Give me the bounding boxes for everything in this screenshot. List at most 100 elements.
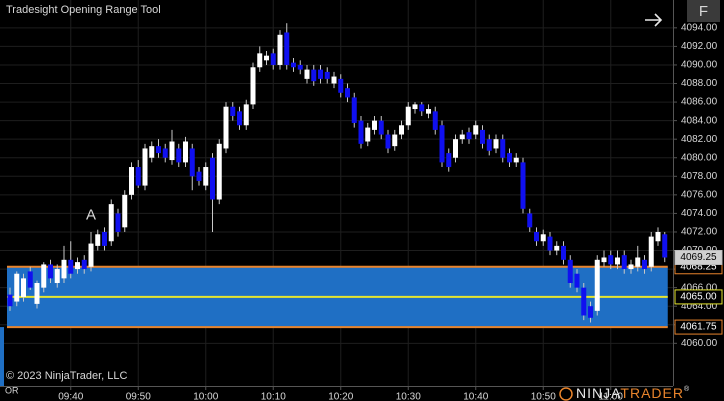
candle-body: [574, 273, 580, 288]
candle-body: [642, 259, 647, 270]
candle-body: [426, 109, 431, 114]
x-tick-label: 10:10: [261, 392, 286, 401]
candle-body: [345, 88, 350, 98]
y-tick-label: 4084.00: [681, 115, 718, 126]
candle-body: [297, 64, 303, 70]
candle-body: [81, 259, 87, 270]
candle-body: [399, 125, 404, 135]
candle-body: [169, 141, 175, 161]
x-tick-label: 10:20: [328, 392, 353, 401]
logo-mark: ®: [684, 385, 690, 393]
candle-body: [189, 148, 195, 177]
candle-body: [561, 245, 566, 260]
candle-body: [230, 106, 236, 116]
candle-body: [520, 162, 526, 209]
candle-body: [500, 139, 506, 158]
candle-body: [473, 125, 479, 135]
button-label[interactable]: F: [699, 3, 708, 20]
candle-body: [183, 141, 188, 163]
arrow-icon[interactable]: [645, 13, 663, 27]
x-tick-label: 09:40: [58, 392, 83, 401]
y-tick-label: 4064.00: [681, 301, 718, 312]
logo-icon: [559, 387, 573, 401]
candle-body: [588, 306, 593, 318]
candle-body: [27, 271, 33, 288]
candle-body: [493, 139, 499, 149]
candle-body: [621, 255, 627, 270]
candle-body: [446, 153, 452, 168]
logo-text: NINJATRADER®: [576, 385, 690, 401]
candle-body: [14, 273, 20, 302]
y-tick-label: 4092.00: [681, 41, 718, 52]
candle-body: [250, 67, 256, 105]
candle-body: [162, 148, 168, 158]
candle-body: [115, 213, 121, 232]
candle-body: [466, 132, 472, 140]
candle-body: [419, 104, 425, 112]
candle-body: [95, 234, 101, 246]
candle-body: [142, 148, 148, 186]
candle-body: [527, 213, 533, 228]
candle-body: [34, 283, 40, 304]
tab-label[interactable]: OR: [5, 385, 19, 395]
price-marker: [674, 289, 723, 305]
candle-body: [486, 139, 492, 151]
candle-body: [203, 167, 209, 186]
candle-body: [108, 204, 114, 242]
candle-body: [48, 264, 53, 279]
x-tick-label: 09:50: [126, 392, 151, 401]
candle-body: [223, 106, 229, 149]
y-tick-label: 4090.00: [681, 60, 718, 71]
candle-body: [392, 134, 398, 147]
candle-body: [156, 146, 161, 154]
y-tick-label: 4086.00: [681, 97, 718, 108]
y-tick-label: 4076.00: [681, 189, 718, 200]
candle-body: [432, 111, 438, 130]
candle-body: [122, 194, 128, 228]
chart-title: Tradesight Opening Range Tool: [6, 4, 161, 16]
candle-body: [324, 71, 330, 79]
left-strip: [0, 327, 4, 386]
candle-body: [129, 167, 134, 195]
candle-body: [216, 143, 222, 200]
candle-body: [648, 236, 654, 267]
candle-body: [513, 157, 519, 163]
candle-body: [534, 231, 539, 242]
candle-body: [135, 167, 141, 186]
y-tick-label: 4082.00: [681, 134, 718, 145]
candle-body: [243, 104, 249, 126]
candle-body: [351, 97, 357, 123]
candle-body: [7, 294, 13, 307]
price-marker-label: 4061.75: [680, 322, 717, 333]
candle-body: [655, 231, 661, 242]
candle-body: [304, 69, 310, 79]
candle-body: [331, 76, 337, 84]
candle-body: [284, 32, 290, 65]
copyright: © 2023 NinjaTrader, LLC: [6, 370, 127, 382]
candle-body: [608, 255, 614, 265]
candle-body: [318, 69, 323, 79]
candle-body: [547, 236, 553, 251]
price-marker: [674, 249, 723, 265]
candle-body: [554, 245, 560, 251]
x-tick-label: 11:00: [599, 392, 624, 401]
price-marker-label: 4068.25: [680, 261, 717, 272]
candle-body: [405, 106, 411, 126]
candle-body: [61, 259, 67, 279]
price-marker-label: 4069.25: [680, 252, 717, 263]
candle-body: [149, 146, 155, 158]
candle-body: [291, 62, 296, 68]
candle-body: [21, 278, 26, 297]
candle-body: [75, 262, 80, 270]
candle-body: [196, 171, 202, 181]
candle-body: [102, 231, 107, 246]
x-tick-label: 10:00: [193, 392, 218, 401]
candle-body: [635, 257, 641, 267]
y-tick-label: 4088.00: [681, 78, 718, 89]
candle-body: [264, 55, 269, 61]
candle-body: [41, 264, 47, 288]
toolbar-button[interactable]: [687, 0, 720, 22]
plot-area: [0, 0, 673, 386]
